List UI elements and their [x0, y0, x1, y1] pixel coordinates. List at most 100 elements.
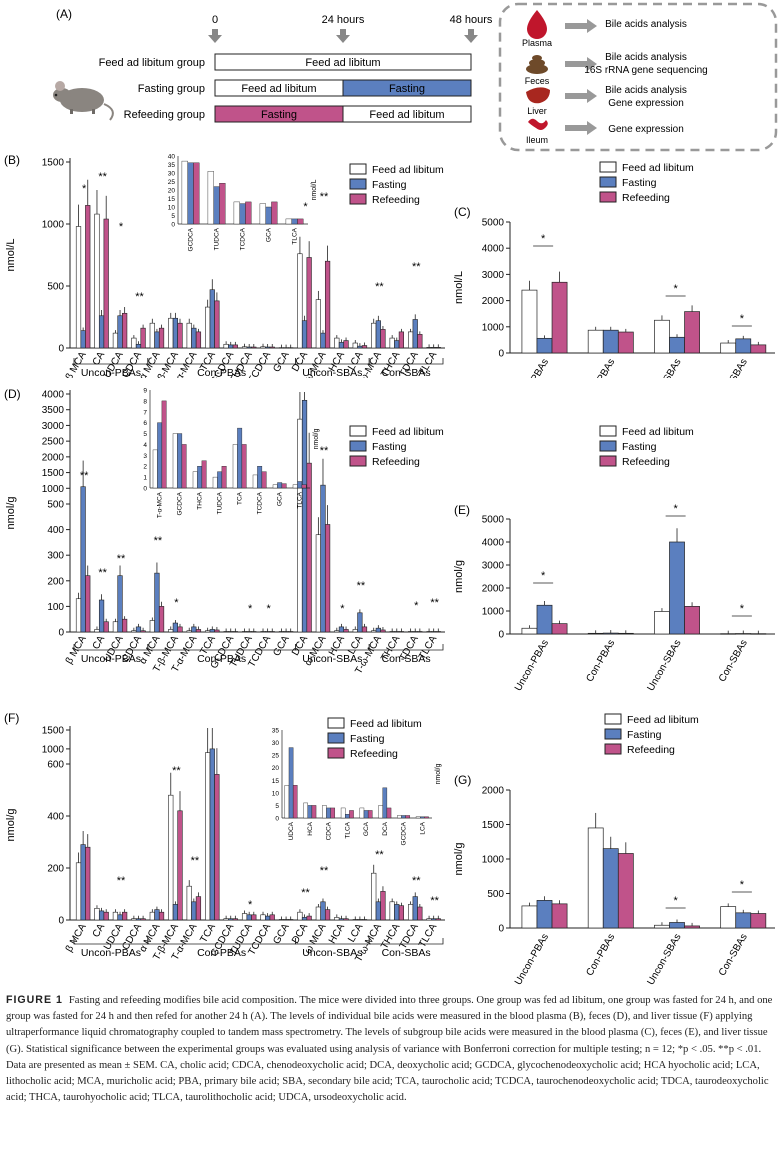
chartD-bar-14-1 [338, 626, 345, 633]
chartB-sig-4: * [303, 201, 308, 213]
chartD-legend-label-2: Refeeding [372, 456, 420, 468]
chartB-inset-bar-3-1 [265, 206, 272, 225]
chartF-bar-14-1 [338, 918, 345, 921]
chartG-ylabel: nmol/g [453, 842, 465, 875]
chartB-ytick-label-3: 1500 [42, 158, 65, 169]
chartD-sig-4: * [174, 597, 179, 609]
chartG-bar-3-2 [750, 913, 767, 929]
chartD-sig-9: ** [357, 580, 366, 592]
chartD-bar-17-0 [389, 631, 395, 633]
time-arrows [208, 29, 478, 43]
feed-group-seg: Feed ad libitum [305, 57, 380, 69]
chartF-bar-2-1 [117, 914, 123, 921]
chartF-sig-1: ** [172, 765, 181, 777]
chartE-legend-label-0: Feed ad libitum [622, 426, 694, 438]
chartF-bar-17-2 [398, 905, 405, 921]
chartG-legend-label-0: Feed ad libitum [627, 714, 699, 726]
chartD-sig-3: ** [154, 535, 163, 547]
chartG-bar-2-0 [654, 924, 670, 929]
samples-box [498, 2, 778, 152]
chartG-legend-label-2: Refeeding [627, 744, 675, 756]
panel-a: (A) 0 24 hours 48 hours Feed ad libitum … [53, 2, 778, 152]
chartD-sig-10: * [414, 600, 419, 612]
plasma-icon [527, 10, 547, 39]
sample-liver-a1: Bile acids analysis [605, 85, 687, 96]
chartB-legend-swatch-1 [349, 178, 367, 190]
chartB-ytick-label-1: 500 [47, 282, 64, 293]
chartB-inset-bar-0-2 [193, 162, 200, 225]
chartD-bar-0-2 [85, 575, 91, 633]
chartF-sig-4: ** [301, 887, 310, 899]
group-name-fasting: Fasting group [138, 83, 205, 95]
chartB-ytick-label-0: 0 [58, 344, 64, 355]
chartE-bar-3-2 [750, 633, 767, 635]
chartC-sig-2: * [740, 313, 745, 325]
chartE-legend-swatch-1 [599, 440, 617, 452]
chartD-ytick-label-6: 1000 [42, 484, 65, 495]
sample-feces-a2: 16S rRNA gene sequencing [584, 65, 707, 76]
chartB-bar-7-0 [205, 306, 211, 349]
chartF-xtick-19: TLCA [417, 922, 439, 950]
chartD-bar-10-1 [265, 631, 271, 633]
chartB-bar-18-2 [417, 334, 423, 349]
chartF-bar-19-2 [435, 918, 441, 921]
chartF-bar-11-2 [288, 919, 294, 921]
chartF-legend-label-0: Feed ad libitum [350, 718, 422, 730]
chartD-bar-5-1 [172, 622, 178, 633]
chartC-bar-0-2 [551, 281, 568, 354]
chartG-ytick-label-0: 0 [498, 924, 504, 935]
chartD-inset-bar-7-0 [292, 484, 298, 489]
chartD-inset-xtick-5: TCDCA [257, 491, 264, 514]
chartB-inset-bar-0-0 [181, 160, 188, 225]
chartG-xtick-2: Uncon-SBAs [645, 932, 683, 987]
chartD-inset-xtick-0: T-α-MCA [157, 491, 164, 518]
chartG-ytick-label-2: 1000 [482, 855, 505, 866]
chartD-bar-9-0 [241, 631, 248, 633]
chartE-legend-label-2: Refeeding [622, 456, 670, 468]
refeeding-group-seg1-label: Fasting [261, 109, 297, 121]
chartD-bar-13-0 [315, 534, 321, 633]
chartD-bar-8-2 [232, 631, 238, 633]
chartF-bar-4-0 [149, 911, 155, 921]
chartB-bar-14-2 [343, 340, 349, 349]
chartG-bar-0-1 [536, 900, 553, 929]
chartC-bar-3-1 [735, 338, 752, 354]
chartF-inset-bar-5-2 [386, 807, 392, 819]
chartB-bar-13-2 [324, 260, 331, 349]
chartF-bar-13-0 [315, 906, 321, 921]
chartF-ylabel: nmol/g [5, 808, 17, 841]
chartD-ytick-label-12: 4000 [42, 390, 65, 401]
chartG-bar-1-2 [617, 853, 634, 929]
chartC-ytick-label-3: 3000 [482, 270, 505, 281]
chartB-legend-label-0: Feed ad libitum [372, 164, 444, 176]
chartF-inset-xtick-7: LCA [419, 821, 426, 834]
chartB-inset-xtick-3: GCA [266, 227, 273, 242]
chartC-ytick-label-5: 5000 [482, 218, 505, 229]
chartF-ytick-label-0: 0 [58, 916, 64, 927]
chartC-label: (C) [454, 205, 471, 219]
chartF-bar-14-0 [334, 917, 340, 921]
chartF-bar-5-0 [168, 794, 174, 921]
chartD-bar-0-1 [80, 486, 86, 633]
chartB-inset-bar-4-0 [285, 218, 292, 225]
chartD-bar-17-2 [398, 631, 405, 633]
chartD-inset-bar-1-0 [172, 433, 178, 489]
chartF-inset-bar-1-1 [307, 805, 313, 819]
chartD-bar-8-0 [223, 631, 229, 633]
chartC-bar-2-0 [654, 319, 670, 354]
chartB-inset-ytick-6: 30 [168, 171, 176, 178]
chartF-group-bracket-3 [368, 938, 444, 945]
chartF-inset-xtick-1: HCA [307, 821, 314, 835]
chartF-bar-15-2 [361, 919, 368, 921]
chartF-bar-17-1 [394, 904, 400, 921]
chartB-bar-5-2 [177, 322, 183, 349]
chartB-bar-16-1 [375, 320, 381, 349]
time-48: 48 hours [450, 14, 493, 26]
chartD-bar-10-0 [260, 631, 266, 633]
chartB-bar-1-2 [103, 218, 109, 349]
chartD-label: (D) [4, 387, 21, 401]
chartE-legend-swatch-0 [599, 425, 617, 437]
chartD-ytick-label-1: 100 [47, 602, 64, 613]
chartD-inset-ytick-7: 7 [143, 409, 147, 416]
chartF-sig-6: ** [375, 849, 384, 861]
